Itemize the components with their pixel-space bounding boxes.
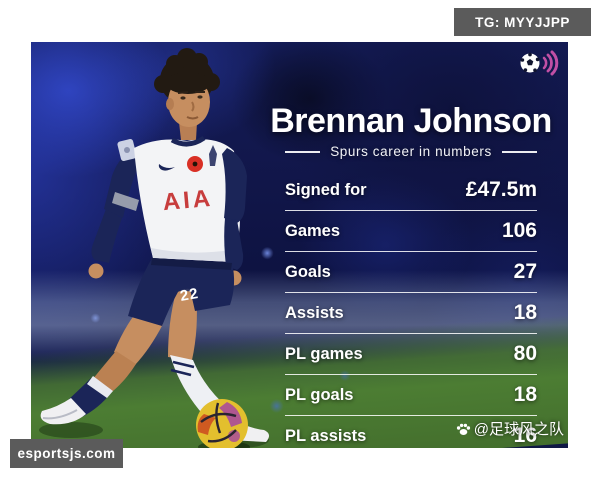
subtitle-text: Spurs career in numbers [330, 144, 492, 159]
watermark: @足球风之队 [456, 418, 564, 439]
stat-label: Assists [285, 303, 344, 322]
stat-value: 18 [513, 383, 537, 406]
stat-row-pl-games: PL games 80 [285, 334, 537, 375]
stat-value: £47.5m [465, 178, 537, 201]
stat-row-pl-assists: PL assists 16 [285, 416, 537, 448]
stadium-photo: AIA 22 [31, 42, 568, 448]
watermark-text: @足球风之队 [473, 421, 564, 438]
stat-label: Games [285, 221, 341, 240]
signal-waves-icon [542, 50, 559, 76]
stat-label: PL games [285, 344, 363, 363]
stat-value: 106 [501, 219, 537, 242]
shirt-sponsor-text: AIA [162, 185, 215, 216]
stat-label: PL assists [285, 426, 367, 445]
stat-row-pl-goals: PL goals 18 [285, 375, 537, 416]
soccer-broadcast-icon [520, 50, 559, 76]
stat-label: Signed for [285, 180, 367, 199]
stats-table: Signed for £47.5m Games 106 Goals 27 Ass… [285, 170, 537, 448]
subtitle-right-line [501, 150, 537, 153]
player-illustration: AIA 22 [39, 48, 270, 448]
stats-panel: Brennan Johnson Spurs career in numbers … [270, 42, 552, 448]
stat-label: PL goals [285, 385, 354, 404]
stat-value: 18 [513, 301, 537, 324]
stat-value: 16 [513, 424, 537, 447]
subtitle-row: Spurs career in numbers [285, 144, 537, 159]
stat-value: 80 [513, 342, 537, 365]
page-title: Brennan Johnson [270, 102, 552, 140]
subtitle-left-line [285, 150, 321, 153]
stat-value: 27 [513, 260, 537, 283]
stat-row-goals: Goals 27 [285, 252, 537, 293]
stat-row-assists: Assists 18 [285, 293, 537, 334]
paw-icon [456, 423, 470, 435]
shirt-number-text: 22 [179, 285, 200, 305]
telegram-badge: TG: MYYJJPP [454, 8, 591, 36]
site-badge: esportsjs.com [10, 439, 123, 468]
stat-row-games: Games 106 [285, 211, 537, 252]
stat-label: Goals [285, 262, 331, 281]
stat-row-signed-for: Signed for £47.5m [285, 170, 537, 211]
